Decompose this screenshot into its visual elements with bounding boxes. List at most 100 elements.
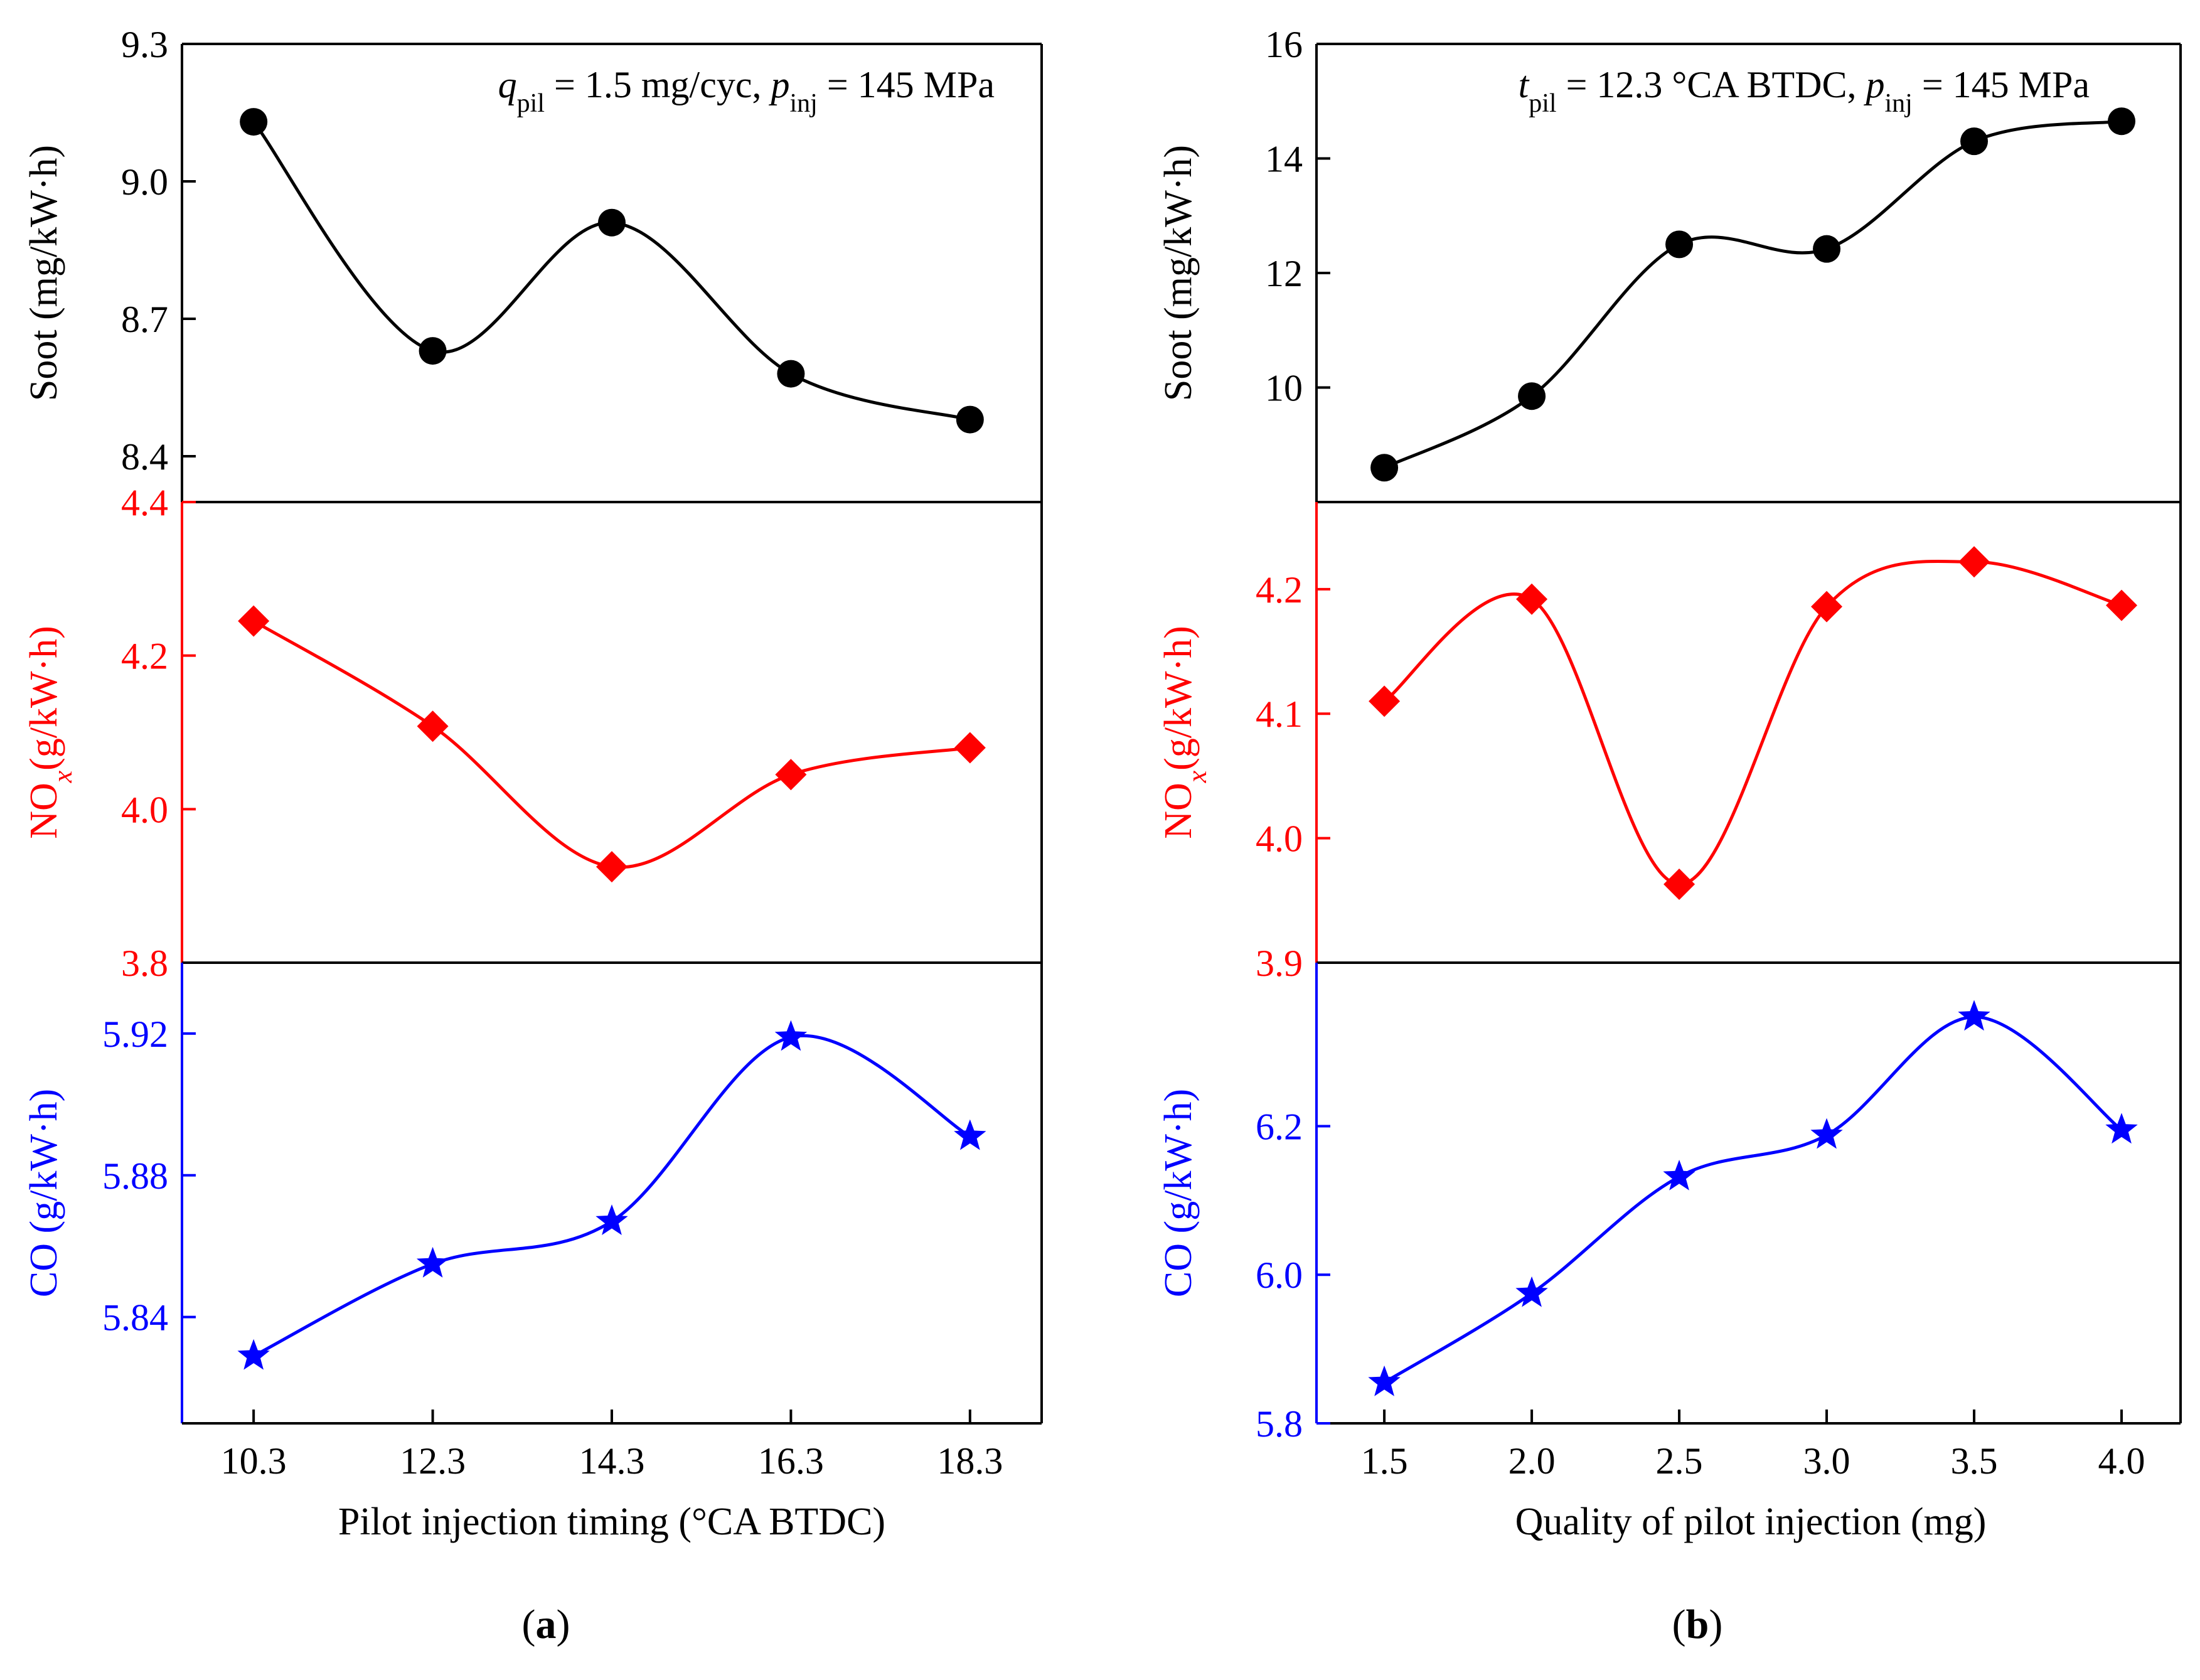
data-point (1516, 583, 1548, 615)
data-point (954, 1119, 986, 1150)
x-tick-label: 3.0 (1803, 1440, 1850, 1482)
panel-caption: (a) (522, 1602, 570, 1647)
data-point (595, 1204, 628, 1236)
data-point (1369, 685, 1401, 717)
condition-annotation: tpil = 12.3 °CA BTDC, pinj = 145 MPa (1519, 64, 2090, 118)
text-part: (g/kW·h) (23, 626, 65, 771)
subscript: x (48, 771, 78, 783)
data-point (1810, 1118, 1843, 1149)
y-tick-label: 14 (1265, 139, 1303, 180)
text-part: t (1519, 64, 1530, 105)
data-point (1368, 1365, 1401, 1396)
y-tick-label: 6.2 (1256, 1106, 1303, 1147)
data-point (774, 1020, 808, 1051)
y-tick-label: 8.7 (121, 299, 168, 340)
x-tick-label: 1.5 (1361, 1440, 1408, 1482)
data-point (416, 1246, 449, 1278)
text-part: Soot (mg/kW·h) (1157, 145, 1200, 401)
y-tick-label: 4.0 (1256, 818, 1303, 860)
data-point (1811, 591, 1843, 623)
y-tick-label: 3.9 (1256, 943, 1303, 984)
data-point (956, 405, 984, 434)
text-part: = 12.3 °CA BTDC, (1557, 64, 1866, 105)
text-part: p (768, 64, 789, 105)
data-point (1370, 454, 1399, 482)
panel-co: 10.3 12.3 14.3 16.3 18.3 5.84 5.88 5.92 CO (g/kW… (23, 961, 1043, 1482)
caption-open: ( (522, 1602, 536, 1647)
y-tick-label: 3.8 (121, 943, 168, 984)
series-line-nox (1383, 559, 2122, 886)
text-part: = 1.5 mg/cyc, (545, 64, 771, 105)
y-tick-label: 5.84 (102, 1297, 168, 1339)
x-tick-label: 4.0 (2098, 1440, 2145, 1482)
data-point (1518, 382, 1546, 410)
x-tick-label: 2.0 (1508, 1440, 1556, 1482)
x-tick-label: 18.3 (937, 1440, 1003, 1482)
text-part: CO (g/kW·h) (23, 1089, 65, 1297)
x-tick-label: 2.5 (1656, 1440, 1703, 1482)
y-tick-label: 16 (1265, 24, 1303, 65)
data-point (1958, 1000, 1990, 1031)
data-point (2105, 1113, 2138, 1144)
data-point (1958, 546, 1990, 578)
caption-close: ) (1709, 1602, 1722, 1647)
x-tick-label: 10.3 (221, 1440, 287, 1482)
data-point (419, 337, 447, 365)
y-tick-label: 4.4 (121, 482, 168, 523)
text-part: q (498, 64, 517, 105)
subscript: pil (1529, 89, 1556, 118)
y-tick-label: 5.8 (1256, 1403, 1303, 1445)
chart-b: 10 12 14 16 Soot (mg/kW·h) 3.9 4.0 4.1 4.2 NOx(g/… (1157, 24, 2182, 1647)
text-part: Soot (mg/kW·h) (23, 145, 65, 401)
y-tick-label: 12 (1265, 253, 1303, 294)
series-line-co (253, 1034, 971, 1357)
x-tick-label: 3.5 (1951, 1440, 1998, 1482)
y-tick-label: 9.3 (121, 24, 168, 65)
x-axis-title: Quality of pilot injection (mg) (1515, 1501, 1987, 1543)
data-point (1960, 127, 1989, 156)
text-part: NO (1157, 783, 1200, 839)
data-point (777, 360, 805, 388)
y-tick-label: 5.88 (102, 1155, 168, 1197)
subscript: inj (1884, 89, 1912, 118)
data-point (417, 710, 449, 742)
data-point (1663, 1159, 1695, 1190)
data-point (237, 1339, 270, 1370)
chart-a: 8.4 8.7 9.0 9.3 Soot (mg/kW·h) 3.8 4.0 4.2 4.4 NO… (23, 24, 1043, 1647)
panel-caption: (b) (1672, 1602, 1723, 1647)
y-axis-title: CO (g/kW·h) (23, 1089, 65, 1297)
y-tick-label: 4.2 (121, 636, 168, 677)
text-part: = 145 MPa (1913, 64, 2090, 105)
text-part: CO (g/kW·h) (1157, 1089, 1200, 1297)
data-point (238, 605, 270, 637)
x-axis-title: Pilot injection timing (°CA BTDC) (338, 1501, 885, 1543)
data-point (240, 108, 268, 136)
panel-nox: 3.8 4.0 4.2 4.4 NOx(g/kW·h) (23, 482, 1043, 984)
series-line-soot (252, 120, 971, 422)
data-point (2108, 107, 2136, 136)
data-point (2106, 589, 2138, 621)
caption-close: ) (557, 1602, 570, 1647)
caption-open: ( (1672, 1602, 1686, 1647)
data-point (1515, 1276, 1548, 1307)
x-tick-label: 14.3 (579, 1440, 645, 1482)
x-tick-label: 12.3 (400, 1440, 466, 1482)
caption-letter: a (536, 1602, 557, 1647)
data-point (596, 851, 627, 883)
text-part: = 145 MPa (818, 64, 995, 105)
y-tick-label: 5.92 (102, 1014, 168, 1055)
panel-soot: 8.4 8.7 9.0 9.3 Soot (mg/kW·h) (23, 24, 1043, 502)
panel-nox: 3.9 4.0 4.1 4.2 NOx(g/kW·h) (1157, 501, 2182, 984)
subscript: pil (517, 89, 545, 118)
data-point (598, 208, 626, 237)
y-tick-label: 10 (1265, 368, 1303, 409)
y-axis-title: Soot (mg/kW·h) (1157, 145, 1200, 401)
y-tick-label: 4.2 (1256, 569, 1303, 611)
text-part: (g/kW·h) (1157, 626, 1200, 771)
y-tick-label: 4.1 (1256, 693, 1303, 735)
subscript: x (1182, 771, 1212, 783)
data-point (775, 759, 807, 791)
y-tick-label: 6.0 (1256, 1255, 1303, 1296)
series-line-co (1383, 1015, 2123, 1384)
